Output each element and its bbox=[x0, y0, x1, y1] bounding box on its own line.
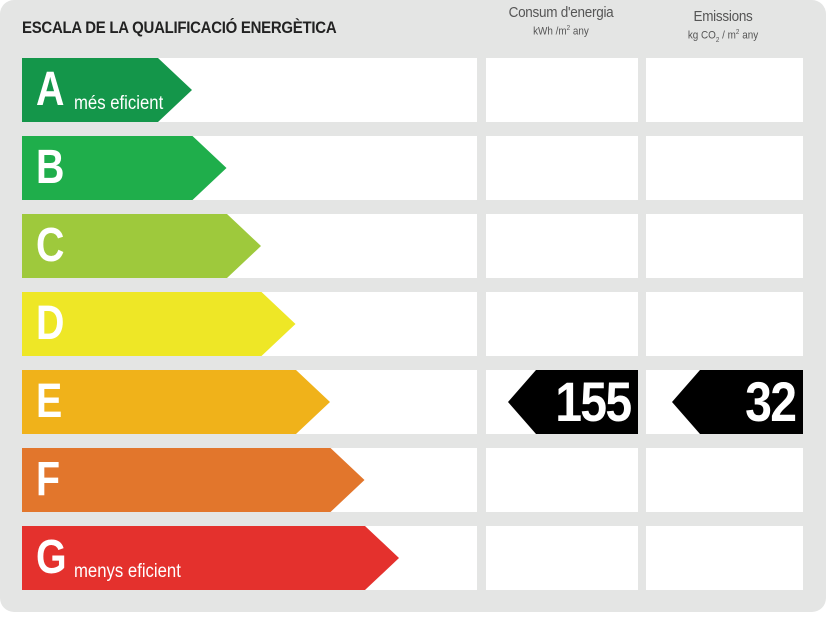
class-arrow-e: E bbox=[22, 370, 330, 434]
consum-cell-c bbox=[486, 214, 638, 278]
consum-cell-f bbox=[486, 448, 638, 512]
emissions-cell-b bbox=[646, 136, 803, 200]
consum-cell-g bbox=[486, 526, 638, 590]
column-header-emissions: Emissions kg CO2 / m2 any bbox=[646, 8, 800, 44]
consum-header-label: Consum d'energia bbox=[508, 4, 614, 21]
class-arrow-shape-d bbox=[22, 292, 296, 356]
consum-cell-b bbox=[486, 136, 638, 200]
emissions-cell-a bbox=[646, 58, 803, 122]
consum-rating-tag-shape bbox=[508, 370, 638, 434]
class-arrow-d: D bbox=[22, 292, 296, 356]
consum-header-unit: kWh /m2 any bbox=[533, 25, 589, 38]
consum-rating-tag: 155 bbox=[508, 370, 638, 434]
class-arrow-shape-c bbox=[22, 214, 261, 278]
class-letter-c: C bbox=[36, 219, 65, 272]
class-arrow-shape-f bbox=[22, 448, 365, 512]
class-arrow-shape-a bbox=[22, 58, 192, 122]
emissions-rating-tag: 32 bbox=[672, 370, 803, 434]
class-label-a: més eficient bbox=[74, 93, 164, 114]
class-letter-g: G bbox=[36, 531, 67, 584]
class-letter-e: E bbox=[36, 375, 63, 428]
column-header-consum: Consum d'energia kWh /m2 any bbox=[484, 4, 638, 38]
emissions-cell-f bbox=[646, 448, 803, 512]
emissions-cell-d bbox=[646, 292, 803, 356]
class-arrow-f: F bbox=[22, 448, 365, 512]
emissions-rating-tag-shape bbox=[672, 370, 803, 434]
class-letter-b: B bbox=[36, 141, 65, 194]
consum-cell-a bbox=[486, 58, 638, 122]
class-letter-a: A bbox=[36, 63, 65, 116]
emissions-cell-c bbox=[646, 214, 803, 278]
class-arrow-shape-e bbox=[22, 370, 330, 434]
class-arrow-b: B bbox=[22, 136, 227, 200]
class-arrow-c: C bbox=[22, 214, 261, 278]
class-letter-f: F bbox=[36, 453, 61, 506]
class-label-g: menys eficient bbox=[74, 561, 181, 582]
emissions-header-label: Emissions bbox=[693, 8, 753, 25]
energy-label-card: ESCALA DE LA QUALIFICACIÓ ENERGÈTICA Con… bbox=[0, 0, 826, 612]
label-title: ESCALA DE LA QUALIFICACIÓ ENERGÈTICA bbox=[22, 18, 337, 37]
class-letter-d: D bbox=[36, 297, 65, 350]
consum-rating-tag-value: 155 bbox=[554, 370, 632, 433]
class-arrow-shape-b bbox=[22, 136, 227, 200]
consum-cell-d bbox=[486, 292, 638, 356]
emissions-header-unit: kg CO2 / m2 any bbox=[687, 29, 759, 44]
emissions-cell-g bbox=[646, 526, 803, 590]
emissions-rating-tag-value: 32 bbox=[744, 370, 797, 433]
class-arrow-shape-g bbox=[22, 526, 399, 590]
